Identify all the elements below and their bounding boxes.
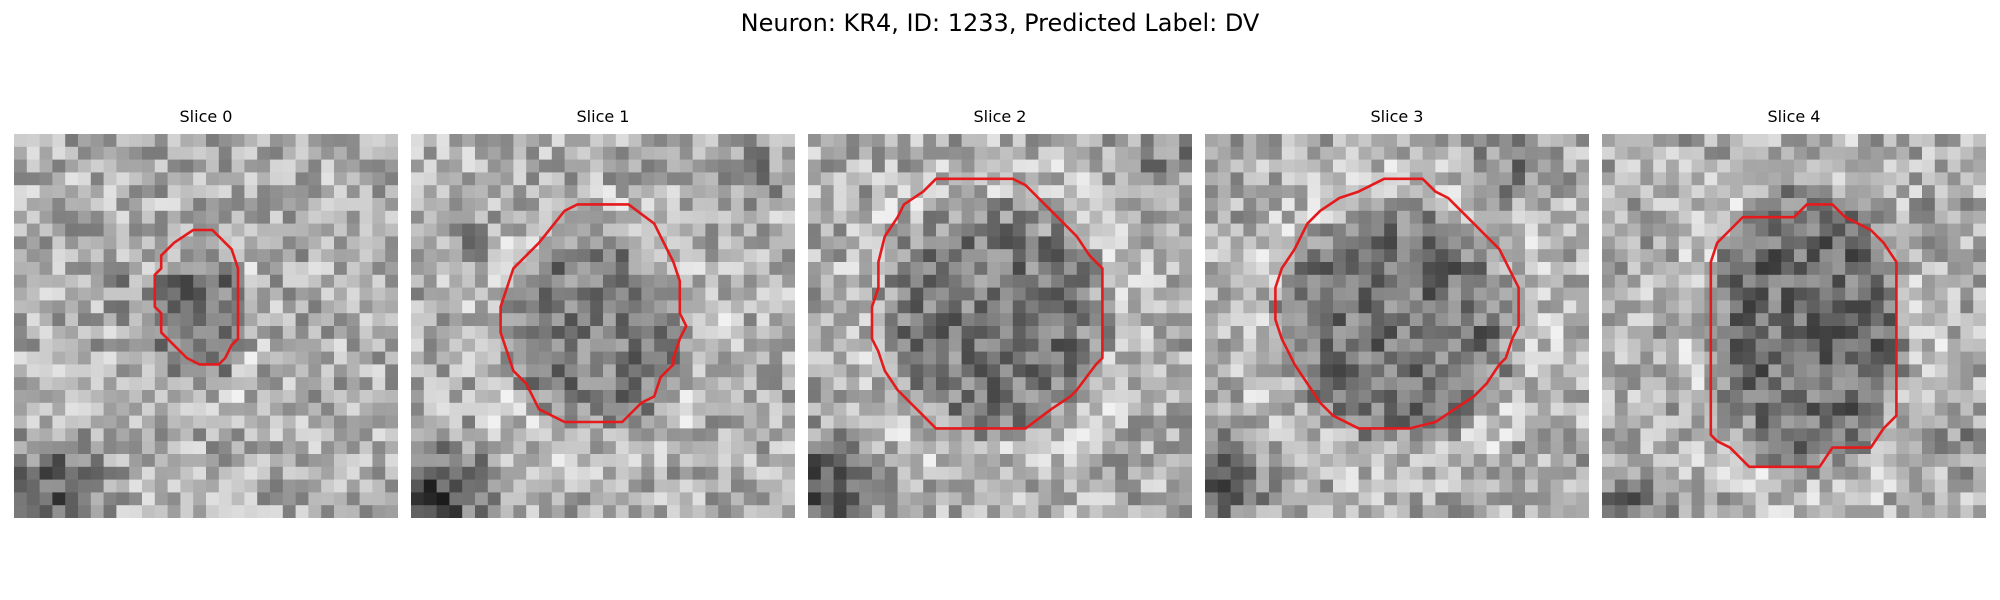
slice-title-4: Slice 4	[1767, 107, 1821, 126]
slice-image-0	[14, 134, 398, 518]
slice-title-1: Slice 1	[576, 107, 630, 126]
segmentation-contour-3	[1274, 177, 1520, 430]
slice-image-3	[1205, 134, 1589, 518]
slice-title-0: Slice 0	[179, 107, 233, 126]
pixel-grid-4	[1602, 134, 1986, 518]
slice-panel-2: Slice 2	[808, 104, 1192, 522]
slice-title-3: Slice 3	[1370, 107, 1424, 126]
slice-panel-1: Slice 1	[411, 104, 795, 522]
slice-panel-3: Slice 3	[1205, 104, 1589, 522]
pixel-grid-2	[808, 134, 1192, 518]
slice-panel-4: Slice 4	[1602, 104, 1986, 522]
segmentation-contour-0	[153, 228, 240, 366]
pixel-grid-0	[14, 134, 398, 518]
pixel-grid-1	[411, 134, 795, 518]
pixel-grid-3	[1205, 134, 1589, 518]
segmentation-contour-4	[1709, 203, 1898, 469]
slice-panel-0: Slice 0	[14, 104, 398, 522]
slice-image-4	[1602, 134, 1986, 518]
segmentation-contour-2	[870, 177, 1104, 430]
figure-title: Neuron: KR4, ID: 1233, Predicted Label: …	[740, 9, 1260, 37]
slice-image-1	[411, 134, 795, 518]
slice-title-2: Slice 2	[973, 107, 1027, 126]
segmentation-contour-1	[499, 203, 688, 424]
slice-image-2	[808, 134, 1192, 518]
